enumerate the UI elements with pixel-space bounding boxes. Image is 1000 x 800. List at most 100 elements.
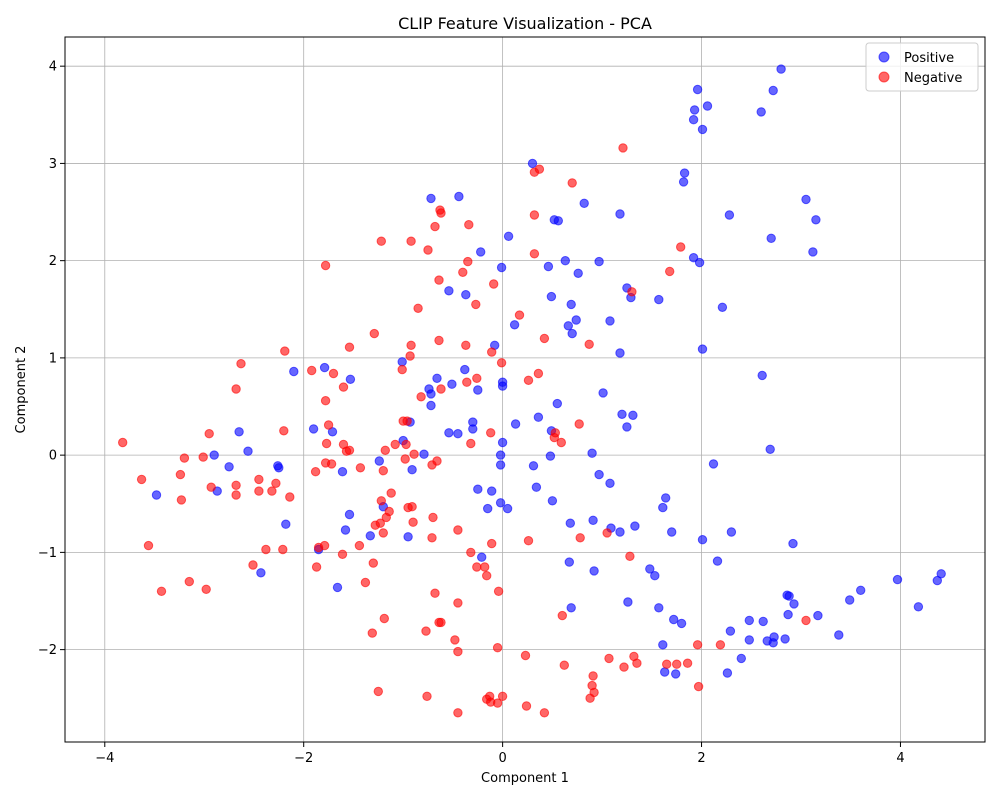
point-positive <box>913 602 924 612</box>
point-negative <box>523 536 534 546</box>
point-negative <box>231 490 241 500</box>
point-positive <box>461 290 471 300</box>
point-positive <box>744 615 754 626</box>
point-positive <box>403 532 413 542</box>
point-negative <box>285 492 295 502</box>
point-negative <box>529 249 540 259</box>
point-positive <box>495 460 506 470</box>
point-negative <box>267 486 277 496</box>
point-negative <box>480 562 490 572</box>
point-negative <box>521 701 532 711</box>
point-positive <box>565 518 575 528</box>
point-negative <box>405 351 415 361</box>
point-negative <box>368 558 378 568</box>
point-positive <box>660 667 670 677</box>
data-points <box>118 64 946 718</box>
point-negative <box>313 542 324 553</box>
point-negative <box>401 439 411 450</box>
point-negative <box>406 340 416 350</box>
point-positive <box>243 446 253 456</box>
point-positive <box>337 467 348 477</box>
point-positive <box>784 591 794 601</box>
point-negative <box>204 429 214 439</box>
point-negative <box>588 671 598 681</box>
point-positive <box>344 509 355 520</box>
point-negative <box>406 236 416 246</box>
point-negative <box>320 396 331 406</box>
legend: Positive Negative <box>865 42 979 92</box>
x-tick-label: 2 <box>697 751 705 766</box>
point-positive <box>594 256 604 267</box>
point-positive <box>697 535 708 545</box>
point-positive <box>527 158 538 169</box>
point-positive <box>756 107 766 117</box>
point-negative <box>156 586 167 596</box>
point-negative <box>436 617 446 628</box>
point-negative <box>421 626 431 636</box>
point-positive <box>768 85 778 96</box>
point-positive <box>397 357 407 367</box>
point-positive <box>566 299 576 310</box>
x-axis-label: Component 1 <box>481 771 569 786</box>
point-positive <box>483 503 493 514</box>
point-negative <box>434 335 444 346</box>
point-negative <box>618 143 628 153</box>
point-positive <box>567 328 577 339</box>
point-positive <box>594 469 604 480</box>
point-positive <box>692 84 703 95</box>
point-negative <box>682 658 693 668</box>
point-positive <box>708 459 719 469</box>
point-positive <box>615 348 625 358</box>
y-tick-label: 0 <box>49 449 57 464</box>
point-negative <box>430 221 440 232</box>
point-positive <box>533 412 544 422</box>
point-negative <box>672 659 682 669</box>
point-negative <box>496 358 507 368</box>
point-negative <box>344 342 355 352</box>
point-negative <box>549 432 559 443</box>
point-positive <box>845 595 855 605</box>
point-negative <box>715 640 726 650</box>
point-positive <box>757 370 767 381</box>
point-negative <box>482 571 492 581</box>
point-positive <box>345 374 356 384</box>
point-negative <box>464 220 474 230</box>
point-negative <box>370 520 380 530</box>
point-negative <box>539 333 550 344</box>
point-negative <box>326 459 337 469</box>
point-negative <box>231 384 241 394</box>
point-positive <box>801 194 811 205</box>
point-negative <box>584 339 594 349</box>
point-negative <box>175 469 186 480</box>
point-positive <box>697 124 708 135</box>
point-positive <box>615 527 625 537</box>
y-tick-label: 1 <box>49 351 57 366</box>
point-negative <box>310 467 321 477</box>
point-negative <box>529 210 540 220</box>
point-positive <box>432 373 442 383</box>
point-negative <box>201 584 211 594</box>
point-positive <box>697 344 708 354</box>
point-positive <box>667 527 677 537</box>
point-positive <box>788 538 798 549</box>
point-positive <box>502 503 513 514</box>
point-positive <box>765 444 775 454</box>
point-negative <box>409 449 419 459</box>
point-positive <box>654 294 664 305</box>
point-negative <box>320 260 331 271</box>
point-negative <box>344 445 355 455</box>
point-positive <box>628 410 638 420</box>
point-negative <box>403 502 413 513</box>
point-negative <box>557 610 567 621</box>
point-positive <box>571 315 581 325</box>
point-negative <box>373 686 383 697</box>
point-negative <box>328 368 339 379</box>
point-positive <box>419 449 429 459</box>
point-positive <box>605 478 615 488</box>
point-negative <box>487 347 497 357</box>
point-negative <box>254 474 264 485</box>
point-positive <box>736 653 746 664</box>
point-negative <box>627 287 637 297</box>
point-negative <box>497 691 508 701</box>
